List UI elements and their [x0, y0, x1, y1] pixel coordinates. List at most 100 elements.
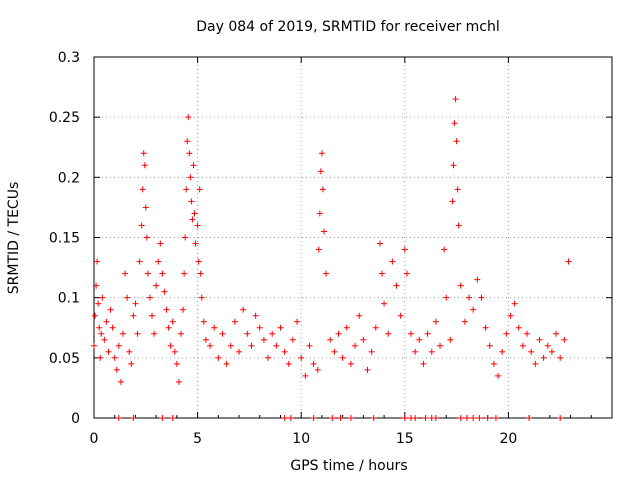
data-point [428, 348, 435, 355]
data-point [450, 162, 457, 169]
data-point [432, 415, 439, 421]
data-point [343, 324, 350, 331]
data-point [265, 354, 272, 361]
data-point [194, 222, 201, 229]
data-point [557, 354, 564, 361]
data-point [519, 342, 526, 349]
data-point [139, 186, 146, 193]
data-point [381, 300, 388, 307]
data-point [169, 415, 176, 421]
x-axis-label: GPS time / hours [290, 458, 407, 474]
y-tick-label: 0.1 [58, 291, 80, 307]
data-point [188, 198, 195, 205]
data-point [352, 342, 359, 349]
data-point [277, 324, 284, 331]
data-point [180, 306, 187, 313]
data-point [302, 372, 309, 379]
data-point [252, 312, 259, 319]
data-point [136, 258, 143, 265]
data-point [331, 348, 338, 355]
data-point [298, 354, 305, 361]
data-point [452, 96, 459, 103]
data-point [524, 330, 531, 337]
data-point [132, 300, 139, 307]
data-point [184, 138, 191, 145]
chart-title: Day 084 of 2019, SRMTID for receiver mch… [196, 19, 500, 35]
data-point [356, 312, 363, 319]
data-point [412, 415, 419, 421]
data-point [507, 312, 514, 319]
data-point [287, 415, 294, 421]
data-point [183, 186, 190, 193]
data-point [310, 360, 317, 367]
data-point [169, 318, 176, 325]
data-point [289, 336, 296, 343]
data-point [364, 366, 371, 373]
data-point [401, 415, 408, 421]
data-point [171, 348, 178, 355]
data-point [173, 360, 180, 367]
y-tick-label: 0.2 [58, 170, 80, 186]
data-point [285, 360, 292, 367]
data-point [403, 270, 410, 277]
data-point [273, 342, 280, 349]
data-point [144, 270, 151, 277]
data-point [96, 324, 103, 331]
data-point [159, 415, 166, 421]
data-point [561, 336, 568, 343]
data-point [335, 330, 342, 337]
data-point [200, 318, 207, 325]
data-point [187, 174, 194, 181]
data-point [422, 415, 429, 421]
y-tick-label: 0 [71, 411, 80, 427]
y-tick-label: 0.3 [58, 50, 80, 66]
data-point [109, 324, 116, 331]
data-point [149, 312, 156, 319]
data-point [432, 318, 439, 325]
data-point [140, 150, 147, 157]
data-point [195, 258, 202, 265]
data-point [449, 198, 456, 205]
data-point [192, 240, 199, 247]
data-point [447, 336, 454, 343]
x-tick-label: 10 [292, 431, 310, 447]
data-point [126, 348, 133, 355]
data-point [269, 330, 276, 337]
data-point [92, 312, 99, 319]
data-point [191, 210, 198, 217]
data-point [190, 162, 197, 169]
data-point [565, 258, 572, 265]
data-point [461, 318, 468, 325]
x-tick-label: 0 [90, 431, 99, 447]
data-point [93, 282, 100, 289]
data-point [120, 330, 127, 337]
data-point [260, 336, 267, 343]
data-point [236, 348, 243, 355]
data-point [484, 415, 491, 421]
data-point [416, 336, 423, 343]
data-point [323, 270, 330, 277]
data-point [105, 348, 112, 355]
data-point [470, 415, 477, 421]
data-point [202, 336, 209, 343]
y-tick-label: 0.15 [49, 231, 80, 247]
data-point [379, 270, 386, 277]
data-point [457, 415, 464, 421]
data-point [306, 342, 313, 349]
data-point [401, 246, 408, 253]
data-point [196, 186, 203, 193]
data-point [128, 360, 135, 367]
data-point [320, 228, 327, 235]
data-point [244, 330, 251, 337]
data-point [548, 348, 555, 355]
data-point [443, 294, 450, 301]
data-point [553, 330, 560, 337]
data-point [101, 336, 108, 343]
data-point [532, 360, 539, 367]
data-point [470, 306, 477, 313]
data-point [478, 294, 485, 301]
data-point [223, 360, 230, 367]
data-point [457, 282, 464, 289]
data-point [526, 415, 533, 421]
